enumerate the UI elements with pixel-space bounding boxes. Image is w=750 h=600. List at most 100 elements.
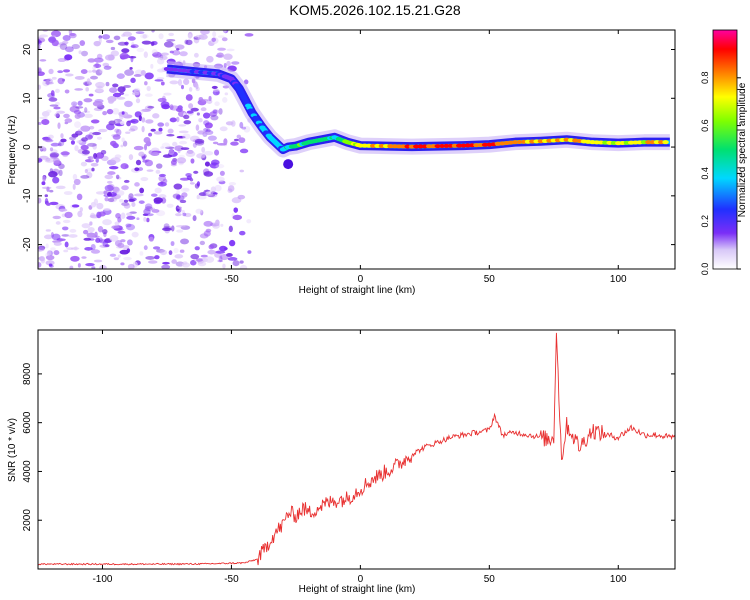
x-tick-label: 0 bbox=[358, 574, 364, 585]
noise-blob bbox=[97, 128, 108, 133]
noise-blob bbox=[141, 40, 152, 45]
noise-blob bbox=[161, 142, 171, 149]
noise-blob bbox=[63, 113, 70, 119]
noise-blob bbox=[93, 259, 103, 263]
noise-blob bbox=[130, 118, 139, 124]
noise-blob bbox=[93, 63, 102, 69]
noise-blob bbox=[176, 116, 180, 123]
noise-blob bbox=[130, 125, 138, 131]
noise-blob bbox=[185, 39, 193, 46]
noise-blob bbox=[108, 87, 118, 93]
noise-blob bbox=[87, 226, 95, 233]
noise-blob bbox=[168, 149, 175, 155]
noise-blob bbox=[99, 264, 107, 269]
noise-blob bbox=[217, 35, 225, 38]
noise-blob bbox=[128, 55, 137, 59]
noise-blob bbox=[151, 208, 160, 213]
noise-blob bbox=[135, 31, 145, 35]
noise-blob bbox=[69, 265, 74, 269]
noise-blob bbox=[145, 159, 150, 162]
noise-blob bbox=[197, 195, 207, 200]
noise-blob bbox=[80, 175, 90, 179]
noise-blob bbox=[123, 203, 131, 209]
noise-blob bbox=[47, 250, 53, 257]
top-plot-frame bbox=[37, 29, 676, 270]
noise-blob bbox=[182, 187, 190, 191]
noise-blob bbox=[204, 161, 210, 167]
noise-blob bbox=[72, 173, 78, 181]
noise-blob bbox=[77, 210, 83, 218]
noise-blob bbox=[177, 79, 183, 86]
noise-blob bbox=[237, 194, 246, 200]
noise-blob bbox=[44, 157, 55, 163]
noise-blob bbox=[64, 211, 73, 219]
noise-blob bbox=[160, 101, 170, 108]
noise-blob bbox=[186, 149, 194, 155]
noise-blob bbox=[166, 133, 175, 137]
noise-blob bbox=[154, 255, 160, 260]
noise-blob bbox=[117, 230, 126, 234]
noise-blob bbox=[195, 124, 200, 131]
noise-blob bbox=[226, 60, 231, 67]
noise-blob bbox=[80, 144, 89, 151]
noise-blob bbox=[203, 220, 213, 227]
noise-blob bbox=[58, 42, 68, 46]
noise-blob bbox=[127, 196, 133, 200]
noise-blob bbox=[110, 157, 121, 163]
ridge-point bbox=[662, 140, 669, 145]
noise-blob bbox=[80, 125, 91, 132]
noise-blob bbox=[54, 113, 59, 117]
noise-blob bbox=[38, 40, 42, 46]
noise-blob bbox=[144, 72, 154, 80]
bottom-x-axis: -100 -50 0 50 100 bbox=[92, 330, 627, 585]
noise-blob bbox=[203, 230, 211, 237]
noise-blob bbox=[71, 44, 81, 50]
noise-blob bbox=[136, 217, 140, 221]
noise-blob bbox=[83, 113, 93, 118]
noise-blob bbox=[141, 125, 145, 133]
noise-blob bbox=[104, 196, 109, 202]
noise-blob bbox=[193, 52, 199, 58]
noise-blob bbox=[110, 140, 117, 147]
noise-blob bbox=[194, 138, 205, 144]
noise-blob bbox=[208, 95, 212, 102]
noise-blob bbox=[59, 43, 68, 50]
noise-blob bbox=[80, 69, 88, 74]
noise-blob bbox=[81, 223, 91, 229]
noise-blob bbox=[203, 120, 210, 126]
noise-blob bbox=[68, 136, 76, 141]
noise-blob bbox=[64, 118, 73, 123]
noise-blob bbox=[140, 176, 149, 182]
noise-blob bbox=[182, 261, 188, 265]
noise-blob bbox=[173, 183, 183, 190]
noise-blob bbox=[57, 70, 64, 74]
noise-blob bbox=[222, 30, 227, 33]
noise-blob bbox=[194, 183, 200, 189]
noise-blob bbox=[76, 193, 83, 201]
noise-blob bbox=[72, 183, 76, 190]
colorbar-tick-label: 0.0 bbox=[700, 263, 710, 276]
noise-blob bbox=[120, 163, 129, 170]
noise-blob bbox=[105, 81, 110, 87]
snr-panel: -100 -50 0 50 100 2000 4000 6000 8000 Height of… bbox=[7, 329, 676, 595]
noise-blob bbox=[140, 70, 146, 76]
noise-blob bbox=[83, 98, 93, 103]
noise-blob bbox=[143, 51, 148, 58]
x-tick-label: -50 bbox=[224, 274, 239, 285]
noise-blob bbox=[75, 130, 83, 136]
noise-blob bbox=[150, 63, 154, 69]
noise-blob bbox=[204, 130, 214, 135]
bottom-y-label: SNR (10 * v/v) bbox=[7, 418, 18, 482]
noise-blob bbox=[49, 147, 54, 152]
noise-blob bbox=[190, 253, 200, 260]
noise-blob bbox=[143, 245, 148, 251]
noise-blob bbox=[177, 206, 182, 210]
noise-blob bbox=[107, 171, 116, 175]
noise-blob bbox=[42, 175, 46, 182]
noise-blob bbox=[219, 126, 228, 132]
noise-blob bbox=[90, 155, 94, 162]
noise-blob bbox=[63, 191, 73, 196]
noise-blob bbox=[74, 88, 84, 91]
noise-blob bbox=[174, 254, 184, 259]
noise-blob bbox=[95, 191, 106, 195]
